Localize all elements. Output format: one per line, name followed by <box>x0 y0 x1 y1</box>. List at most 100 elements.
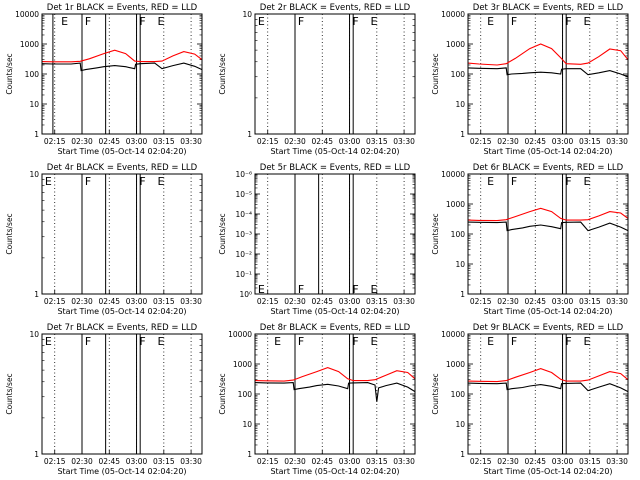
y-axis-label: Counts/sec <box>5 373 14 414</box>
event-marker-label: F <box>298 15 304 28</box>
y-tick-label: 100 <box>451 230 466 239</box>
panel-title: Det 4r BLACK = Events, RED = LLD <box>47 163 198 173</box>
y-tick-label: 1 <box>34 450 39 459</box>
y-tick-label: 10000 <box>228 330 252 339</box>
y-tick-label: 10⁻⁶ <box>235 170 252 179</box>
event-marker-label: F <box>298 335 304 348</box>
y-tick-label: 100 <box>238 390 253 399</box>
x-tick-label: 03:15 <box>366 297 388 306</box>
x-tick-label: 03:00 <box>339 297 361 306</box>
y-tick-label: 10000 <box>15 10 39 19</box>
event-marker-label: E <box>258 15 265 28</box>
x-tick-label: 03:30 <box>393 297 415 306</box>
x-tick-label: 02:30 <box>497 297 519 306</box>
plot-frame <box>254 13 416 135</box>
y-tick-label: 1 <box>247 450 252 459</box>
y-tick-label: 10⁻⁵ <box>235 190 252 199</box>
x-tick-label: 03:30 <box>180 137 202 146</box>
y-axis-label: Counts/sec <box>218 373 227 414</box>
series-line-events <box>467 382 629 393</box>
x-tick-label: 03:00 <box>552 297 574 306</box>
x-tick-label: 02:30 <box>284 457 306 466</box>
chart-panel-9: Det 9r BLACK = Events, RED = LLD Counts/s… <box>431 323 629 476</box>
plot-frame <box>467 333 629 455</box>
x-tick-label: 03:15 <box>579 137 601 146</box>
y-axis-label: Counts/sec <box>5 213 14 254</box>
y-tick-label: 1000 <box>446 360 465 369</box>
plot-frame <box>41 13 203 135</box>
y-tick-label: 1000 <box>233 360 252 369</box>
x-tick-label: 02:45 <box>524 457 546 466</box>
event-marker-label: F <box>139 15 145 28</box>
event-marker-label: F <box>139 175 145 188</box>
y-tick-label: 100 <box>451 390 466 399</box>
panel-title: Det 9r BLACK = Events, RED = LLD <box>473 323 624 333</box>
event-marker-label: E <box>158 175 165 188</box>
y-tick-label: 100 <box>25 70 40 79</box>
x-tick-label: 02:15 <box>44 297 66 306</box>
x-tick-label: 03:30 <box>180 457 202 466</box>
x-tick-label: 02:45 <box>98 297 120 306</box>
y-tick-label: 10⁰ <box>239 290 252 299</box>
x-tick-label: 02:30 <box>284 297 306 306</box>
event-marker-label: E <box>584 175 591 188</box>
event-marker-label: E <box>45 175 52 188</box>
event-marker-label: F <box>565 175 571 188</box>
event-marker-label: F <box>352 15 358 28</box>
y-axis-label: Counts/sec <box>431 213 440 254</box>
x-axis-label: Start Time (05-Oct-14 02:04:20) <box>483 307 612 316</box>
plot-frame <box>41 173 203 295</box>
x-axis-label: Start Time (05-Oct-14 02:04:20) <box>270 147 399 156</box>
event-marker-label: F <box>85 335 91 348</box>
x-axis-label: Start Time (05-Oct-14 02:04:20) <box>57 147 186 156</box>
x-tick-label: 03:15 <box>153 297 175 306</box>
panel-title: Det 8r BLACK = Events, RED = LLD <box>260 323 411 333</box>
series-line-lld <box>467 207 629 222</box>
y-tick-label: 10 <box>455 260 465 269</box>
series-line-lld <box>41 49 203 63</box>
y-tick-label: 10⁻⁴ <box>235 210 252 219</box>
y-tick-label: 10 <box>455 100 465 109</box>
x-tick-label: 02:15 <box>44 137 66 146</box>
event-marker-label: F <box>139 335 145 348</box>
event-marker-label: F <box>352 335 358 348</box>
x-tick-label: 02:45 <box>98 137 120 146</box>
y-axis-label: Counts/sec <box>5 53 14 94</box>
y-tick-label: 1000 <box>446 40 465 49</box>
chart-panel-5: Det 5r BLACK = Events, RED = LLD Counts/s… <box>218 163 416 316</box>
x-tick-label: 03:00 <box>552 457 574 466</box>
x-axis-label: Start Time (05-Oct-14 02:04:20) <box>270 307 399 316</box>
x-tick-label: 02:15 <box>470 137 492 146</box>
event-marker-label: E <box>487 15 494 28</box>
event-marker-label: E <box>584 335 591 348</box>
series-line-events <box>41 62 203 72</box>
series-line-events <box>467 221 629 232</box>
y-tick-label: 100 <box>451 70 466 79</box>
x-tick-label: 03:30 <box>606 457 628 466</box>
event-marker-label: F <box>565 335 571 348</box>
panel-title: Det 5r BLACK = Events, RED = LLD <box>260 163 411 173</box>
event-marker-label: E <box>158 15 165 28</box>
series-line-events <box>467 67 629 78</box>
x-axis-label: Start Time (05-Oct-14 02:04:20) <box>483 467 612 476</box>
x-tick-label: 02:45 <box>311 137 333 146</box>
x-tick-label: 03:30 <box>393 457 415 466</box>
y-tick-label: 10 <box>242 10 252 19</box>
x-tick-label: 03:15 <box>579 297 601 306</box>
y-tick-label: 1000 <box>20 40 39 49</box>
x-tick-label: 02:45 <box>524 137 546 146</box>
y-tick-label: 1 <box>34 130 39 139</box>
event-marker-label: F <box>511 15 517 28</box>
x-tick-label: 03:30 <box>606 137 628 146</box>
y-tick-label: 1 <box>460 130 465 139</box>
series-line-lld <box>254 367 416 382</box>
x-tick-label: 02:45 <box>98 457 120 466</box>
x-tick-label: 02:15 <box>257 297 279 306</box>
y-tick-label: 1 <box>460 450 465 459</box>
event-marker-label: E <box>45 335 52 348</box>
event-marker-label: F <box>85 15 91 28</box>
x-tick-label: 02:15 <box>470 457 492 466</box>
plot-frame <box>254 333 416 455</box>
x-tick-label: 03:15 <box>153 137 175 146</box>
